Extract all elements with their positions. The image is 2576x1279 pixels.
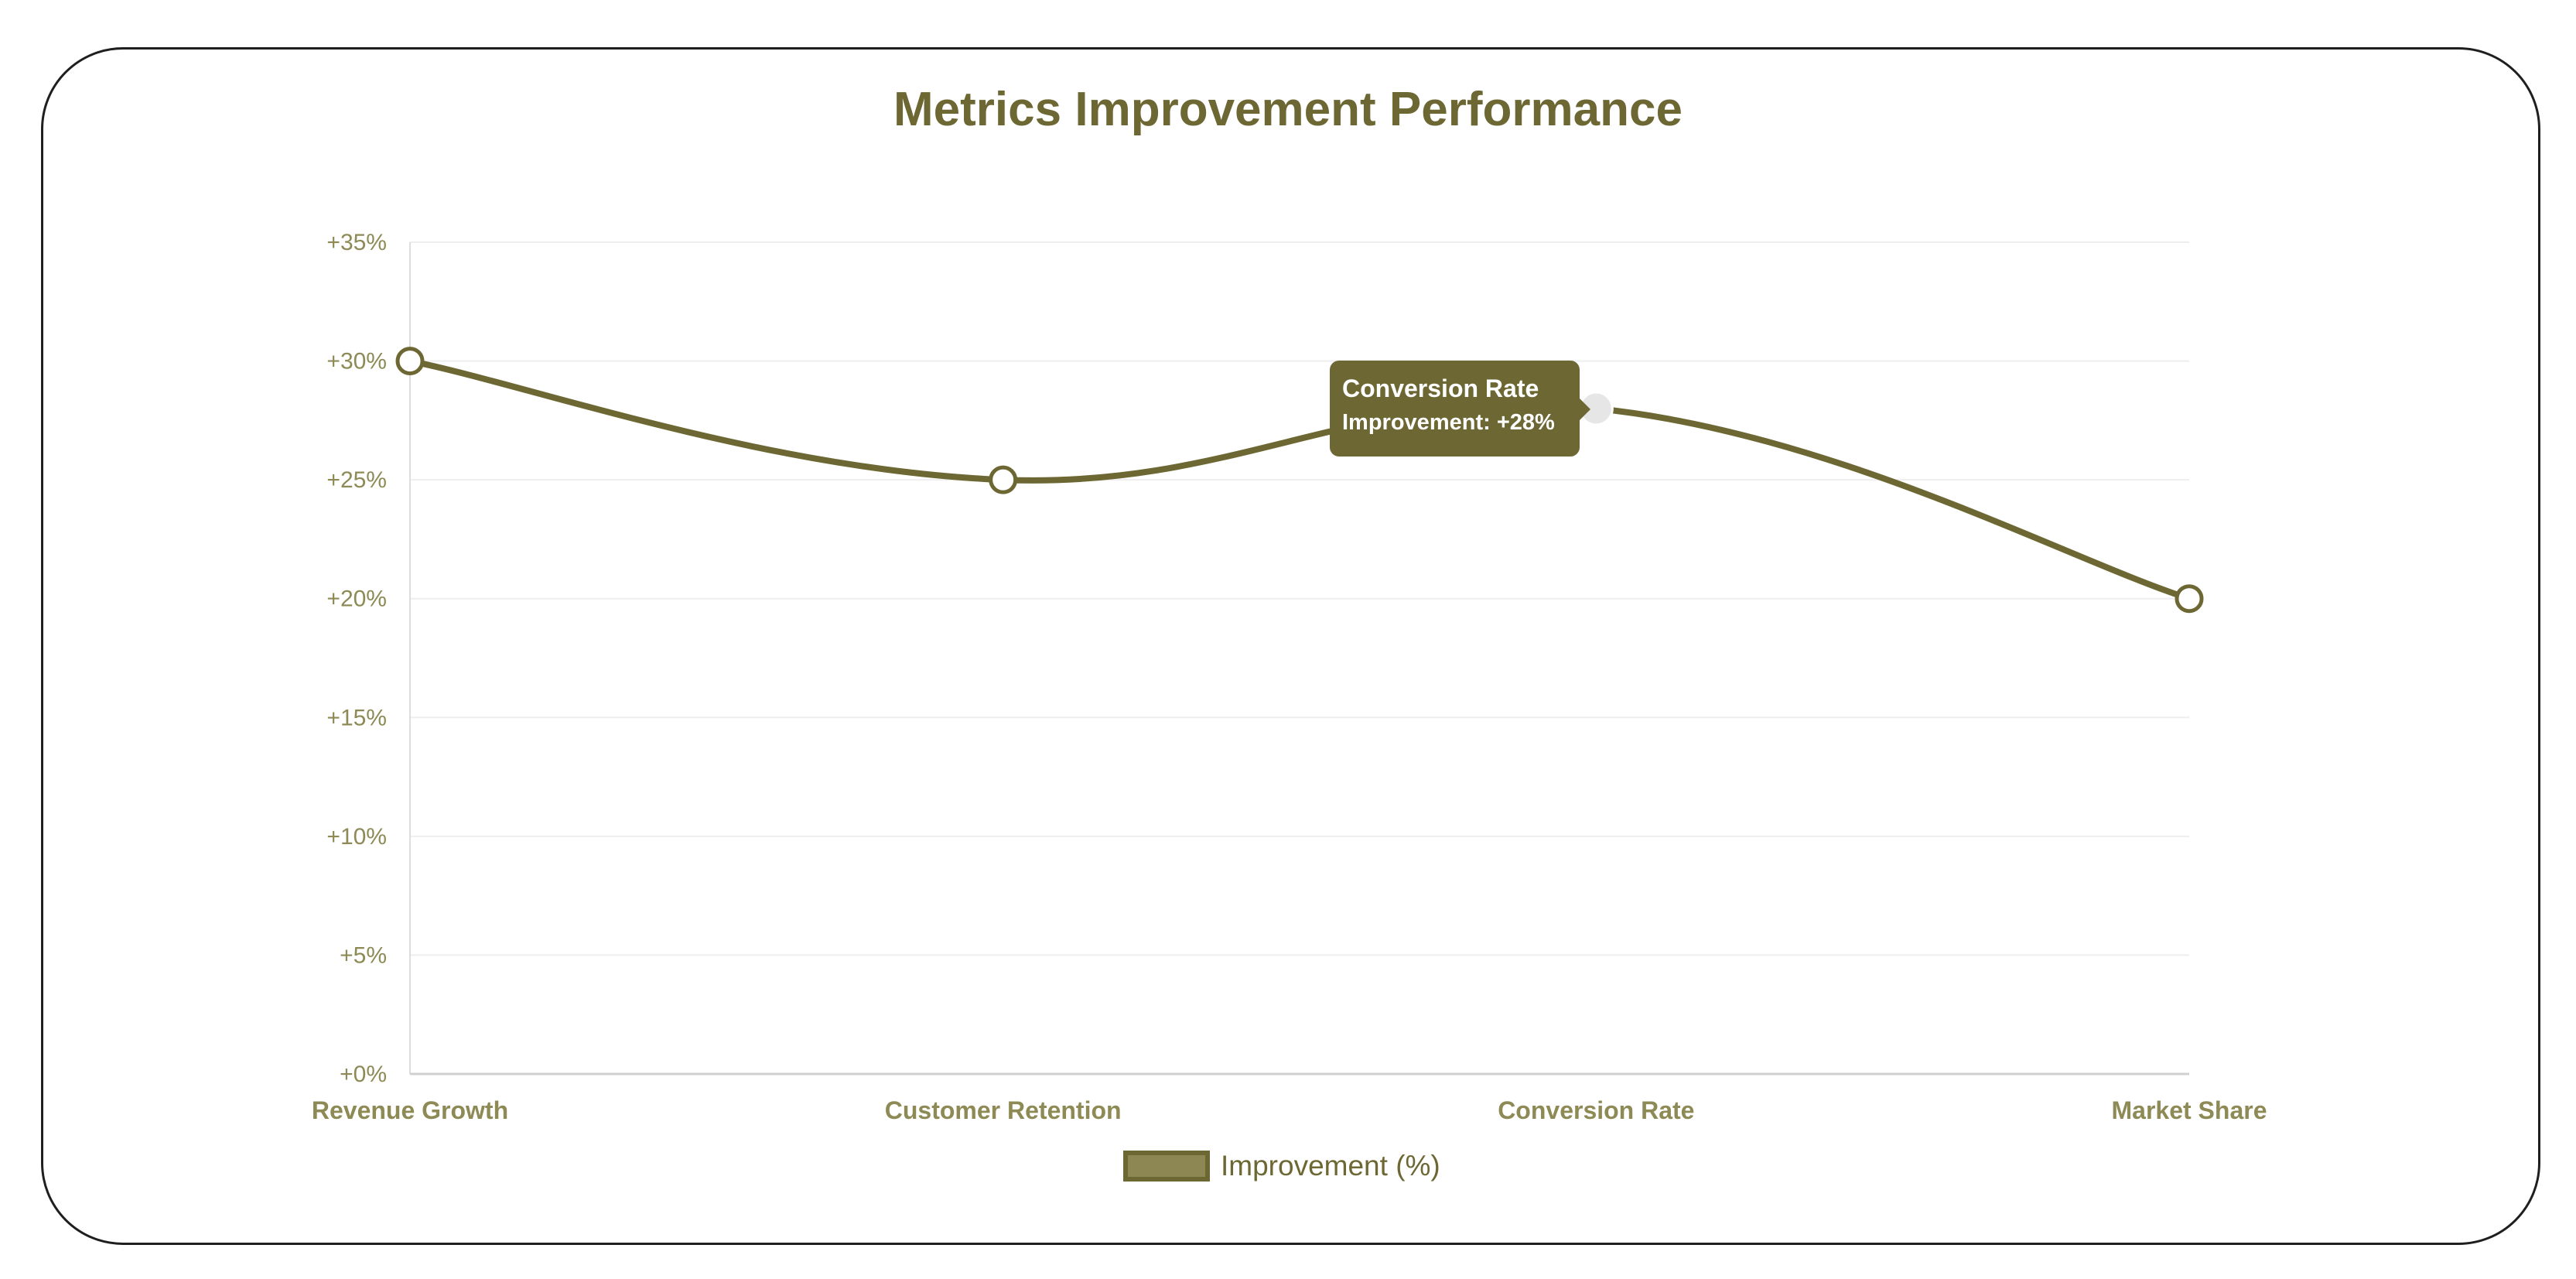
y-tick-label: +0% [340,1062,387,1087]
legend[interactable]: Improvement (%) [1123,1150,1440,1182]
legend-swatch [1123,1151,1210,1182]
x-tick-label: Conversion Rate [1498,1096,1694,1124]
x-tick-label: Revenue Growth [312,1096,508,1124]
axes [409,242,2189,1076]
legend-label: Improvement (%) [1221,1150,1440,1182]
y-tick-labels: +0% +5% +10% +15% +20% +25% +30% +35% [326,230,387,1087]
data-point [395,347,425,376]
chart-title: Metrics Improvement Performance [893,83,1683,136]
y-tick-label: +25% [326,467,387,493]
tooltip-caret [1580,398,1590,420]
chart-card [41,47,2540,1245]
data-point [989,465,1018,494]
y-tick-label: +20% [326,586,387,612]
y-tick-label: +30% [326,349,387,374]
x-tick-label: Market Share [2112,1096,2267,1124]
x-tick-labels: Revenue Growth Customer Retention Conversi… [312,1096,2267,1124]
y-tick-label: +35% [326,230,387,255]
series-line [409,357,2191,602]
grid-lines [410,241,2189,956]
y-tick-label: +15% [326,705,387,730]
tooltip-body: Improvement: +28% [1342,410,1555,435]
series [409,357,2191,602]
y-tick-label: +5% [340,942,387,968]
tooltip: Conversion Rate Improvement: +28% [1330,361,1580,457]
y-tick-label: +10% [326,824,387,850]
x-tick-label: Customer Retention [885,1096,1122,1124]
data-point [2175,584,2204,614]
tooltip-title: Conversion Rate [1342,374,1539,402]
